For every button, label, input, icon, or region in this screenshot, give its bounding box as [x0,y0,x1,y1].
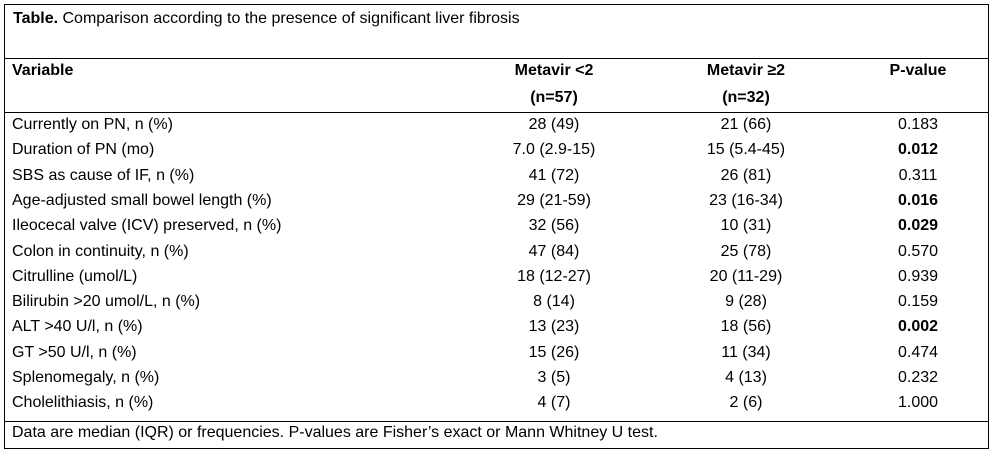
cell-metavir-ge2: 23 (16-34) [709,191,783,209]
cell-pvalue: 1.000 [897,394,939,412]
cell-metavir-ge2: 18 (56) [720,318,772,336]
cell-variable: Colon in continuity, n (%) [12,242,189,260]
cell-metavir-ge2: 21 (66) [720,116,772,133]
cell-metavir-lt2: 3 (5) [537,369,571,386]
cell-metavir-lt2: 28 (49) [528,116,580,133]
table-title: Table. Comparison according to the prese… [13,10,520,28]
cell-variable: Citrulline (umol/L) [12,267,138,285]
cell-metavir-ge2: 9 (28) [725,293,767,311]
cell-pvalue: 0.002 [897,318,939,336]
cell-metavir-lt2: 4 (7) [537,394,571,412]
header-variable: Variable [12,62,74,79]
cell-variable: Cholelithiasis, n (%) [12,394,154,412]
header-divider [4,112,989,113]
table-title-prefix: Table. [13,10,59,27]
cell-variable: Bilirubin >20 umol/L, n (%) [12,293,201,311]
cell-variable: Splenomegaly, n (%) [12,369,160,386]
cell-metavir-ge2: 20 (11-29) [709,267,783,285]
table-row: GT >50 U/l, n (%) 15 (26) 11 (34) 0.474 [4,341,989,366]
cell-variable: Ileocecal valve (ICV) preserved, n (%) [12,217,282,235]
cell-metavir-lt2: 18 (12-27) [517,267,591,285]
table-row: Cholelithiasis, n (%) 4 (7) 2 (6) 1.000 [4,391,989,416]
cell-pvalue: 0.570 [897,242,939,260]
cell-pvalue: 0.232 [897,369,939,386]
header-pvalue: P-value [889,62,947,79]
cell-metavir-lt2: 47 (84) [528,242,580,260]
table-row: SBS as cause of IF, n (%) 41 (72) 26 (81) 0… [4,164,989,189]
cell-pvalue: 0.183 [897,116,939,133]
table-row: Ileocecal valve (ICV) preserved, n (%) 32… [4,214,989,239]
table-row: ALT >40 U/l, n (%) 13 (23) 18 (56) 0.002 [4,315,989,340]
cell-metavir-ge2: 15 (5.4-45) [706,141,786,159]
cell-metavir-lt2: 41 (72) [528,166,580,184]
cell-metavir-lt2: 15 (26) [528,343,580,361]
cell-variable: ALT >40 U/l, n (%) [12,318,143,336]
cell-variable: Duration of PN (mo) [12,141,155,159]
cell-pvalue: 0.012 [897,141,939,159]
table-row: Currently on PN, n (%) 28 (49) 21 (66) 0.18… [4,113,989,138]
cell-pvalue: 0.474 [897,343,939,361]
cell-pvalue: 0.159 [897,293,939,311]
cell-metavir-ge2: 25 (78) [720,242,772,260]
header-metavir-lt2-n: (n=57) [530,89,578,106]
cell-metavir-lt2: 8 (14) [533,293,575,311]
cell-metavir-ge2: 26 (81) [720,166,772,184]
table-row: Bilirubin >20 umol/L, n (%) 8 (14) 9 (28) 0… [4,290,989,315]
cell-pvalue: 0.939 [897,267,939,285]
header-metavir-ge2-n: (n=32) [722,89,770,106]
cell-metavir-ge2: 11 (34) [721,343,771,361]
cell-metavir-ge2: 2 (6) [729,394,763,412]
table-row: Age-adjusted small bowel length (%) 29 (2… [4,189,989,214]
table-title-text: Comparison according to the presence of … [58,10,520,27]
table-row: Splenomegaly, n (%) 3 (5) 4 (13) 0.232 [4,366,989,391]
table-row: Colon in continuity, n (%) 47 (84) 25 (78)… [4,240,989,265]
cell-metavir-lt2: 32 (56) [528,217,580,235]
cell-variable: SBS as cause of IF, n (%) [12,166,195,184]
cell-variable: GT >50 U/l, n (%) [12,343,137,361]
cell-metavir-ge2: 4 (13) [725,369,767,386]
cell-metavir-lt2: 7.0 (2.9-15) [512,141,596,159]
table-row: Duration of PN (mo) 7.0 (2.9-15) 15 (5.4-4… [4,138,989,163]
cell-pvalue: 0.016 [897,191,939,209]
table-row: Citrulline (umol/L) 18 (12-27) 20 (11-29) 0… [4,265,989,290]
cell-metavir-lt2: 29 (21-59) [517,191,591,209]
cell-metavir-lt2: 13 (23) [528,318,580,336]
cell-pvalue: 0.029 [897,217,939,235]
header-metavir-ge2: Metavir ≥2 [706,62,786,79]
footnote-divider [4,421,989,422]
table-title-row: Table. Comparison according to the prese… [4,4,989,59]
cell-pvalue: 0.311 [898,166,938,184]
table-frame [4,4,989,449]
cell-variable: Currently on PN, n (%) [12,116,173,133]
header-metavir-lt2: Metavir <2 [514,62,594,79]
cell-variable: Age-adjusted small bowel length (%) [12,191,272,209]
cell-metavir-ge2: 10 (31) [720,217,772,235]
table-footnote: Data are median (IQR) or frequencies. P-… [12,424,658,441]
